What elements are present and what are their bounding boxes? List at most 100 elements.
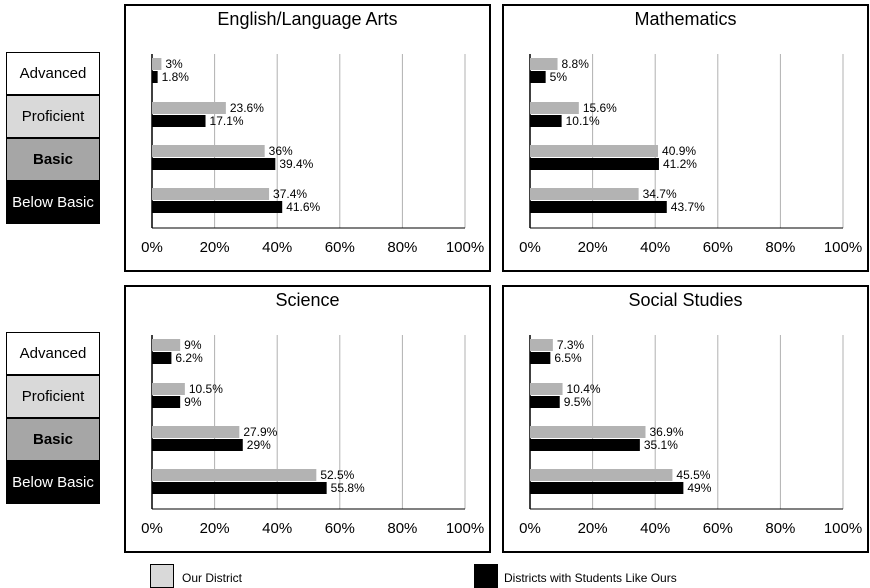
data-label: 23.6% [230,101,264,115]
data-label: 41.2% [663,157,697,171]
data-label: 1.8% [162,70,190,84]
data-label: 40.9% [662,144,696,158]
bar-similar-districts [152,158,276,170]
chart-panel-english: English/Language Arts 0% 20% 40% 60% 80% 100%… [124,4,491,272]
data-label: 55.8% [331,481,365,495]
bar-our-district [152,58,162,70]
data-label: 8.8% [562,57,590,71]
data-label: 37.4% [273,187,307,201]
bar-similar-districts [152,201,283,213]
chart-social-studies: 0% 20% 40% 60% 80% 100% 7.3%6.5% 10.4%9.5% 36.9%… [519,335,862,537]
x-tick-label: 100% [446,239,484,256]
x-tick-label: 20% [578,239,608,256]
data-label: 35.1% [644,438,678,452]
legend-swatch-our-district [150,564,174,588]
x-tick-label: 60% [325,520,355,537]
bar-our-district [530,102,579,114]
data-label: 6.5% [554,351,582,365]
data-label: 10.1% [566,114,600,128]
data-label: 9% [184,395,202,409]
x-tick-label: 0% [519,520,541,537]
data-label: 5% [550,70,568,84]
chart-mathematics: 0% 20% 40% 60% 80% 100%8.8%5%15.6%10.1%40.9%4… [519,54,862,256]
bar-similar-districts [152,71,158,83]
x-tick-label: 40% [640,520,670,537]
chart-title: English/Language Arts [217,9,398,29]
bar-similar-districts [530,396,560,408]
bar-similar-districts [152,352,172,364]
x-tick-label: 40% [262,239,292,256]
chart-title: Mathematics [634,9,737,29]
level-label-basic: Basic [6,418,100,461]
data-label: 45.5% [676,468,710,482]
bar-similar-districts [530,71,546,83]
bar-our-district [152,383,185,395]
chart-panel-mathematics: Mathematics 0% 20% 40% 60% 80% 100% 8.8% 5% 15.6… [502,4,869,272]
data-label: 36.9% [649,425,683,439]
data-label: 15.6% [583,101,617,115]
x-tick-label: 0% [519,239,541,256]
bar-our-district [530,383,563,395]
chart-english: 0% 20% 40% 60% 80% 100% 3%1.8% 23.6%17.1% 36%39.… [141,54,484,256]
level-label-proficient: Proficient [6,375,100,418]
level-label-below-basic: Below Basic [6,181,100,224]
data-label: 41.6% [286,200,320,214]
chart-title: Social Studies [628,290,743,310]
bar-similar-districts [152,115,206,127]
data-label: 3% [165,57,183,71]
x-tick-label: 80% [765,520,795,537]
level-label-proficient: Proficient [6,95,100,138]
x-tick-label: 60% [325,239,355,256]
data-label: 10.4% [567,382,601,396]
x-tick-label: 100% [824,520,862,537]
level-legend-bottom: Advanced Proficient Basic Below Basic [6,332,100,504]
x-tick-label: 20% [200,239,230,256]
chart-panel-science: Science 0% 20% 40% 60% 80% 100% 9% 6.2% 10.5% 9% 2… [124,285,491,553]
bar-our-district [152,102,226,114]
data-label: 52.5% [320,468,354,482]
x-tick-label: 40% [262,520,292,537]
bar-similar-districts [152,439,243,451]
level-legend-top: Advanced Proficient Basic Below Basic [6,52,100,224]
data-label: 27.9% [243,425,277,439]
bar-our-district [530,469,673,481]
level-label-below-basic: Below Basic [6,461,100,504]
x-tick-label: 60% [703,520,733,537]
data-label: 34.7% [643,187,677,201]
bar-similar-districts [152,396,181,408]
data-label: 6.2% [175,351,203,365]
legend-label-similar-districts: Districts with Students Like Ours [504,571,677,585]
data-label: 17.1% [210,114,244,128]
bar-our-district [152,469,317,481]
x-tick-label: 40% [640,239,670,256]
chart-science: 0% 20% 40% 60% 80% 100%9%6.2%10.5%9%27.9%29%5… [141,335,484,537]
bar-similar-districts [530,158,659,170]
data-label: 10.5% [189,382,223,396]
x-tick-label: 100% [824,239,862,256]
bar-our-district [530,188,639,200]
chart-title: Science [275,290,340,310]
bar-similar-districts [530,439,640,451]
bar-our-district [152,188,270,200]
data-label: 49% [687,481,711,495]
x-tick-label: 20% [200,520,230,537]
bar-similar-districts [530,482,684,494]
level-label-basic: Basic [6,138,100,181]
data-label: 9% [184,338,202,352]
data-label: 36% [269,144,293,158]
data-label: 43.7% [671,200,705,214]
data-label: 7.3% [557,338,585,352]
bar-our-district [152,426,240,438]
legend-swatch-similar-districts [474,564,498,588]
level-label-advanced: Advanced [6,52,100,95]
bar-our-district [530,58,558,70]
bar-similar-districts [530,201,667,213]
x-tick-label: 100% [446,520,484,537]
bar-similar-districts [152,482,327,494]
x-tick-label: 60% [703,239,733,256]
bar-our-district [152,145,265,157]
legend-label-our-district: Our District [182,571,242,585]
x-tick-label: 80% [387,520,417,537]
x-tick-label: 0% [141,520,163,537]
chart-panel-social-studies: Social Studies 0% 20% 40% 60% 80% 100% 7.3% 6.5… [502,285,869,553]
